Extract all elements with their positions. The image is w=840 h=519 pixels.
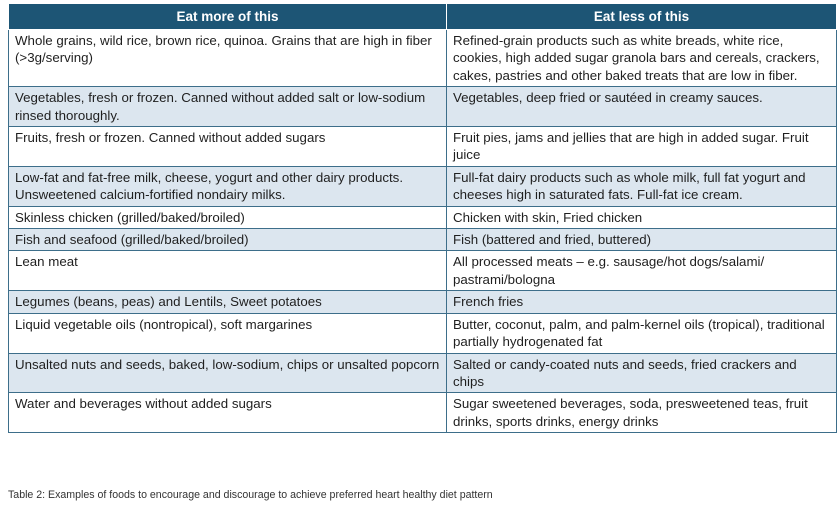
cell-eat-less: French fries — [446, 290, 837, 314]
table-header-row: Eat more of this Eat less of this — [8, 4, 837, 30]
cell-eat-less: Sugar sweetened beverages, soda, preswee… — [446, 392, 837, 434]
table-row: Legumes (beans, peas) and Lentils, Sweet… — [8, 290, 837, 314]
cell-eat-less: Vegetables, deep fried or sautéed in cre… — [446, 86, 837, 128]
table-row: Water and beverages without added sugars… — [8, 392, 837, 434]
cell-eat-less: Butter, coconut, palm, and palm-kernel o… — [446, 312, 837, 354]
cell-eat-less: Fish (battered and fried, buttered) — [446, 228, 837, 252]
table-row: Lean meat All processed meats – e.g. sau… — [8, 250, 837, 292]
table-row: Skinless chicken (grilled/baked/broiled)… — [8, 205, 837, 230]
cell-eat-more: Whole grains, wild rice, brown rice, qui… — [8, 28, 447, 88]
header-eat-more: Eat more of this — [8, 4, 447, 30]
cell-eat-less: All processed meats – e.g. sausage/hot d… — [446, 250, 837, 292]
header-eat-less: Eat less of this — [446, 4, 837, 30]
cell-eat-more: Vegetables, fresh or frozen. Canned with… — [8, 86, 447, 128]
table-row: Low-fat and fat-free milk, cheese, yogur… — [8, 165, 837, 207]
cell-eat-less: Refined-grain products such as white bre… — [446, 28, 837, 88]
table-row: Liquid vegetable oils (nontropical), sof… — [8, 312, 837, 354]
cell-eat-less: Fruit pies, jams and jellies that are hi… — [446, 126, 837, 167]
cell-eat-less: Chicken with skin, Fried chicken — [446, 205, 837, 230]
cell-eat-less: Full-fat dairy products such as whole mi… — [446, 165, 837, 207]
cell-eat-less: Salted or candy-coated nuts and seeds, f… — [446, 352, 837, 394]
cell-eat-more: Lean meat — [8, 250, 447, 292]
table-row: Unsalted nuts and seeds, baked, low-sodi… — [8, 352, 837, 394]
cell-eat-more: Liquid vegetable oils (nontropical), sof… — [8, 312, 447, 354]
cell-eat-more: Unsalted nuts and seeds, baked, low-sodi… — [8, 352, 447, 394]
cell-eat-more: Fish and seafood (grilled/baked/broiled) — [8, 228, 447, 252]
foods-table: Eat more of this Eat less of this Whole … — [8, 4, 837, 434]
table-row: Vegetables, fresh or frozen. Canned with… — [8, 86, 837, 128]
table-caption: Table 2: Examples of foods to encourage … — [8, 489, 493, 501]
cell-eat-more: Legumes (beans, peas) and Lentils, Sweet… — [8, 290, 447, 314]
cell-eat-more: Water and beverages without added sugars — [8, 392, 447, 434]
cell-eat-more: Low-fat and fat-free milk, cheese, yogur… — [8, 165, 447, 207]
table-row: Fish and seafood (grilled/baked/broiled)… — [8, 228, 837, 252]
cell-eat-more: Skinless chicken (grilled/baked/broiled) — [8, 205, 447, 230]
cell-eat-more: Fruits, fresh or frozen. Canned without … — [8, 126, 447, 167]
table-row: Fruits, fresh or frozen. Canned without … — [8, 126, 837, 167]
table-row: Whole grains, wild rice, brown rice, qui… — [8, 28, 837, 88]
